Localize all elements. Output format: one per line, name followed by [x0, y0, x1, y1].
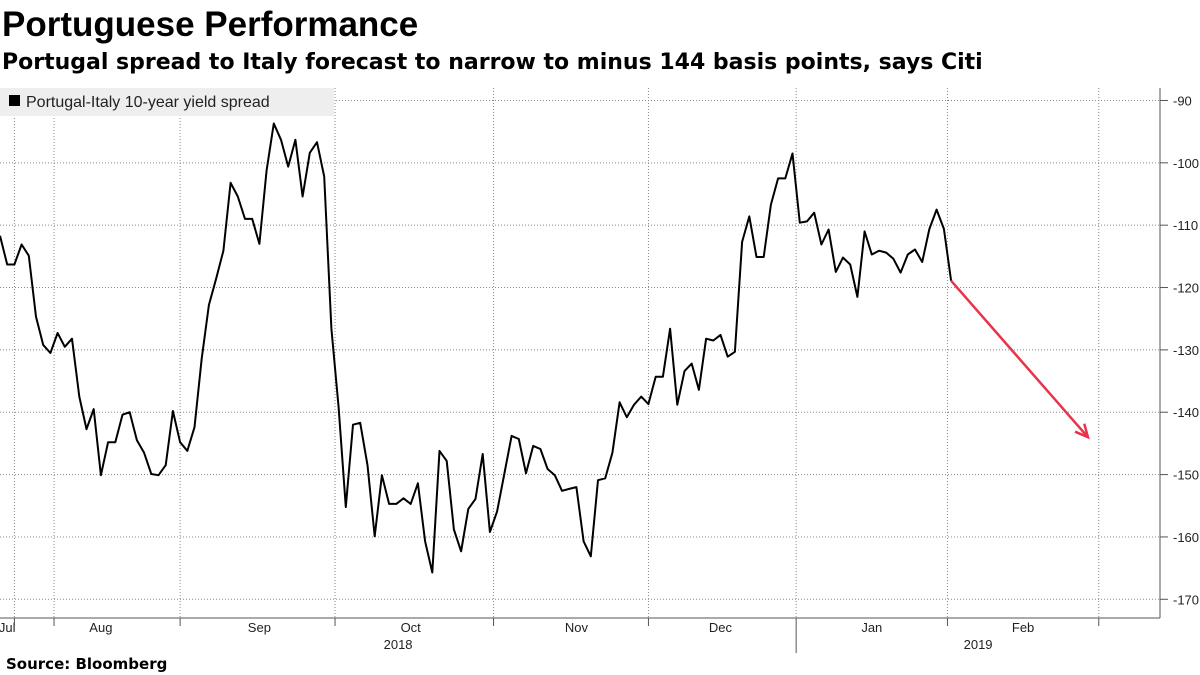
year-label: 2018: [384, 637, 413, 652]
y-tick-label: -170: [1173, 592, 1199, 607]
x-tick-label: Jul: [0, 620, 16, 635]
source: Source: Bloomberg: [6, 655, 167, 673]
series-line: [0, 122, 953, 574]
legend-swatch: [9, 95, 20, 106]
x-tick-label: Sep: [248, 620, 271, 635]
y-tick-label: -120: [1173, 281, 1199, 296]
x-tick-label: Jan: [861, 620, 882, 635]
x-tick-label: Nov: [565, 620, 589, 635]
x-tick-label: Feb: [1012, 620, 1034, 635]
y-tick-label: -100: [1173, 156, 1199, 171]
arrow-head: [1074, 423, 1090, 440]
legend-label: Portugal-Italy 10-year yield spread: [26, 94, 270, 111]
y-tick-label: -110: [1173, 218, 1198, 233]
y-tick-label: -140: [1173, 405, 1199, 420]
chart-title: Portuguese Performance: [2, 5, 418, 44]
y-tick-label: -130: [1173, 343, 1199, 358]
x-tick-label: Dec: [709, 620, 733, 635]
y-tick-label: -90: [1173, 93, 1192, 108]
y-tick-label: -160: [1173, 530, 1199, 545]
chart-subtitle: Portugal spread to Italy forecast to nar…: [2, 50, 983, 75]
y-tick-label: -150: [1173, 468, 1199, 483]
legend-box: [0, 88, 334, 116]
year-label: 2019: [964, 637, 993, 652]
forecast-arrow: [950, 279, 1089, 438]
x-tick-label: Oct: [401, 620, 422, 635]
x-tick-label: Aug: [89, 620, 112, 635]
